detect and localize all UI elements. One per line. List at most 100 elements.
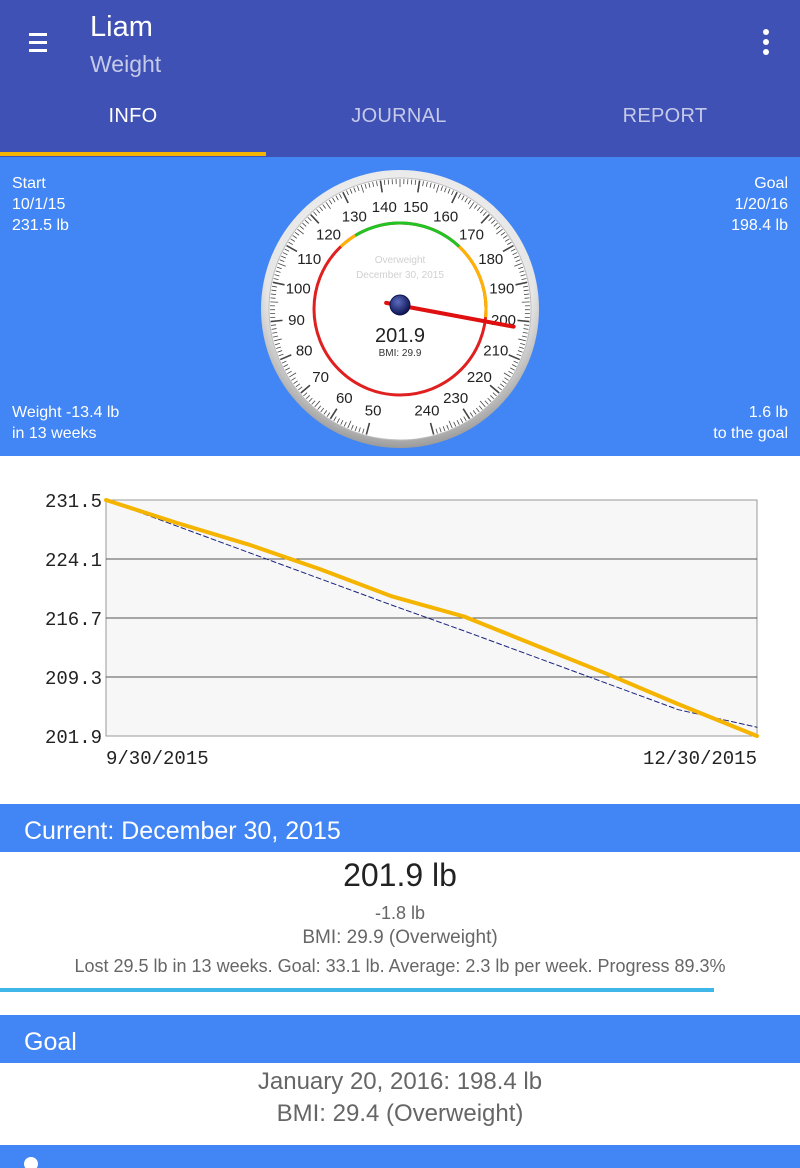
chart-y-tick-label: 216.7	[45, 609, 102, 631]
gauge-ticks	[269, 179, 531, 435]
remaining-info: 1.6 lb to the goal	[713, 402, 788, 444]
start-weight: 231.5 lb	[12, 217, 69, 234]
next-section-peek	[24, 1157, 38, 1168]
gauge-tick	[518, 266, 524, 270]
gauge-tick	[274, 274, 280, 277]
gauge-tick	[281, 255, 286, 259]
gauge-tick	[273, 278, 279, 281]
gauge-scale-label: 110	[297, 251, 321, 268]
goal-info: Goal 1/20/16 198.4 lb	[731, 173, 788, 236]
gauge-tick	[323, 410, 328, 415]
gauge-tick	[328, 199, 333, 205]
gauge-tick	[520, 274, 526, 277]
gauge-tick	[317, 405, 322, 410]
gauge-tick	[463, 416, 467, 422]
gauge-tick	[270, 293, 276, 295]
gauge-tick	[271, 328, 277, 330]
gauge-tick	[379, 180, 383, 193]
gauge-tick	[294, 231, 300, 236]
gauge-panel: Start 10/1/15 231.5 lb Goal 1/20/16 198.…	[0, 157, 800, 456]
gauge-tick	[284, 248, 290, 252]
gauge-tick	[508, 370, 513, 375]
gauge-tick	[453, 421, 457, 427]
gauge-tick	[496, 225, 501, 230]
gauge-tick	[484, 400, 489, 405]
gauge-tick	[478, 405, 483, 410]
gauge-tick	[285, 367, 290, 371]
chart-trend-line	[105, 499, 758, 728]
gauge-scale-label: 130	[342, 209, 367, 226]
gauge-tick	[302, 222, 307, 227]
gauge-tick	[516, 353, 522, 357]
hamburger-menu-icon[interactable]	[29, 31, 47, 55]
gauge-tick	[289, 372, 297, 378]
gauge-tick	[422, 181, 424, 187]
gauge-tick	[358, 427, 361, 433]
start-label: Start	[12, 175, 46, 192]
gauge-scale-label: 170	[459, 226, 484, 243]
gauge-tick	[517, 319, 530, 323]
gauge-tick	[475, 407, 480, 413]
goal-section-header: Goal	[0, 1015, 800, 1063]
gauge-tick	[482, 211, 487, 216]
gauge-tick	[274, 342, 280, 346]
gauge-tick	[519, 270, 525, 273]
chart-weight-line	[104, 498, 759, 738]
gauge-tick	[433, 183, 436, 189]
gauge-tick	[333, 416, 337, 422]
gauge-tick	[492, 392, 497, 397]
gauge-tick	[487, 397, 492, 402]
gauge-tick	[347, 420, 352, 429]
gauge-tick	[273, 338, 282, 342]
tab-info[interactable]: INFO	[108, 105, 158, 127]
gauge-tick	[319, 206, 323, 212]
overflow-menu-icon[interactable]	[760, 29, 772, 55]
gauge-tick	[322, 204, 327, 209]
gauge-tick	[353, 187, 356, 193]
gauge-bmi-band	[354, 221, 461, 248]
weight-chart-svg: 231.5 224.1 216.7 209.3 201.9 9/30/2015 12/30…	[45, 491, 759, 770]
gauge-scale-label: 220	[467, 369, 492, 386]
gauge-tick	[279, 259, 285, 263]
active-tab-indicator	[0, 152, 266, 156]
gauge-bmi: BMI: 29.9	[379, 348, 422, 359]
gauge-tick	[368, 182, 371, 188]
goal-header-title: Goal	[24, 1028, 77, 1056]
gauge-scale-label: 160	[433, 209, 458, 226]
goal-bmi: BMI: 29.4 (Overweight)	[276, 1100, 524, 1127]
start-info: Start 10/1/15 231.5 lb	[12, 173, 69, 236]
gauge-tick	[295, 383, 301, 388]
tab-journal[interactable]: JOURNAL	[351, 105, 447, 127]
current-bmi: BMI: 29.9 (Overweight)	[302, 927, 498, 948]
goal-date-weight: January 20, 2016: 198.4 lb	[257, 1068, 543, 1095]
gauge-tick	[512, 252, 518, 256]
gauge-tick	[499, 383, 505, 388]
gauge-tick	[514, 263, 522, 267]
gauge-tick	[320, 407, 325, 413]
gauge-scale-label: 190	[489, 281, 514, 298]
gauge-date: December 30, 2015	[356, 270, 444, 281]
current-summary: Lost 29.5 lb in 13 weeks. Goal: 33.1 lb.…	[74, 956, 726, 976]
start-date: 10/1/15	[12, 196, 66, 213]
chart-x-ticks: 9/30/2015 12/30/2015	[106, 748, 757, 770]
chart-y-tick-label: 201.9	[45, 727, 102, 749]
gauge-tick	[456, 420, 460, 425]
gauge-tick	[460, 418, 464, 424]
gauge-tick	[291, 377, 296, 381]
gauge-scale-label: 90	[288, 312, 305, 329]
chart-y-tick-label: 224.1	[45, 550, 102, 572]
gauge-tick	[497, 386, 502, 391]
gauge-scale-label: 240	[414, 402, 439, 419]
gauge-scale-label: 70	[312, 369, 329, 386]
gauge-tick	[278, 263, 286, 267]
gauge-tick	[493, 222, 498, 227]
gauge-tick	[308, 397, 313, 402]
tab-report[interactable]: REPORT	[622, 105, 708, 127]
gauge-tick	[521, 335, 528, 338]
gauge-status: Overweight	[375, 255, 426, 266]
gauge-tick	[440, 186, 443, 192]
current-section-body: 201.9 lb -1.8 lb BMI: 29.9 (Overweight) …	[0, 852, 800, 1014]
gauge-tick	[332, 197, 336, 203]
gauge-tick	[517, 350, 523, 353]
